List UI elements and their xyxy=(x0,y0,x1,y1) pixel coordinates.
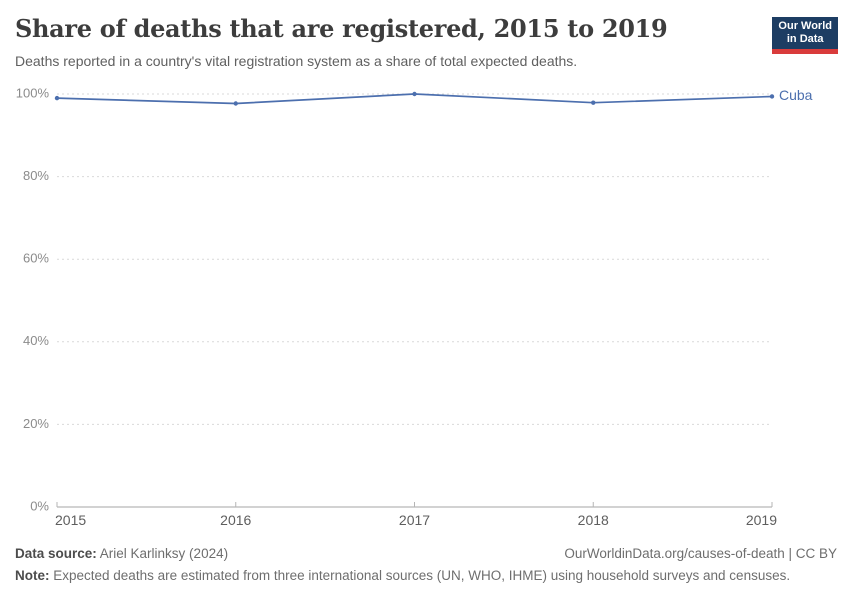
y-tick-label: 80% xyxy=(23,168,49,183)
y-tick-label: 20% xyxy=(23,416,49,431)
chart-title: Share of deaths that are registered, 201… xyxy=(15,14,668,43)
x-tick-label: 2019 xyxy=(746,512,777,528)
data-point[interactable] xyxy=(769,94,775,99)
data-point[interactable] xyxy=(591,100,596,105)
owid-logo[interactable]: Our World in Data xyxy=(772,17,838,54)
chart-footer: Data source: Ariel Karlinksy (2024) OurW… xyxy=(15,546,837,583)
owid-citation-link[interactable]: OurWorldinData.org/causes-of-death | CC … xyxy=(564,546,837,561)
note-value: Expected deaths are estimated from three… xyxy=(49,568,791,583)
note-label: Note: xyxy=(15,568,50,583)
x-tick-label: 2016 xyxy=(220,512,251,528)
y-tick-label: 0% xyxy=(30,498,49,513)
line-chart[interactable]: 0% 20% 40% 60% 80% 100% 2015 2016 2017 2018 2019 Cu… xyxy=(0,0,850,545)
data-point[interactable] xyxy=(54,95,60,101)
data-source-label: Data source: xyxy=(15,546,97,561)
x-tick-label: 2018 xyxy=(578,512,609,528)
y-tick-label: 100% xyxy=(16,85,50,100)
x-tick-label: 2015 xyxy=(55,512,86,528)
data-source: Data source: Ariel Karlinksy (2024) xyxy=(15,546,228,561)
chart-subtitle: Deaths reported in a country's vital reg… xyxy=(15,53,578,69)
y-tick-label: 60% xyxy=(23,251,49,266)
data-point[interactable] xyxy=(233,101,238,106)
owid-logo-line1: Our World xyxy=(778,20,832,32)
owid-logo-line2: in Data xyxy=(786,33,824,45)
data-source-value: Ariel Karlinksy (2024) xyxy=(96,546,229,561)
chart-note: Note: Expected deaths are estimated from… xyxy=(15,568,837,583)
y-tick-label: 40% xyxy=(23,333,49,348)
data-point[interactable] xyxy=(412,91,417,97)
entity-label: Cuba xyxy=(779,87,813,103)
x-tick-label: 2017 xyxy=(399,512,430,528)
